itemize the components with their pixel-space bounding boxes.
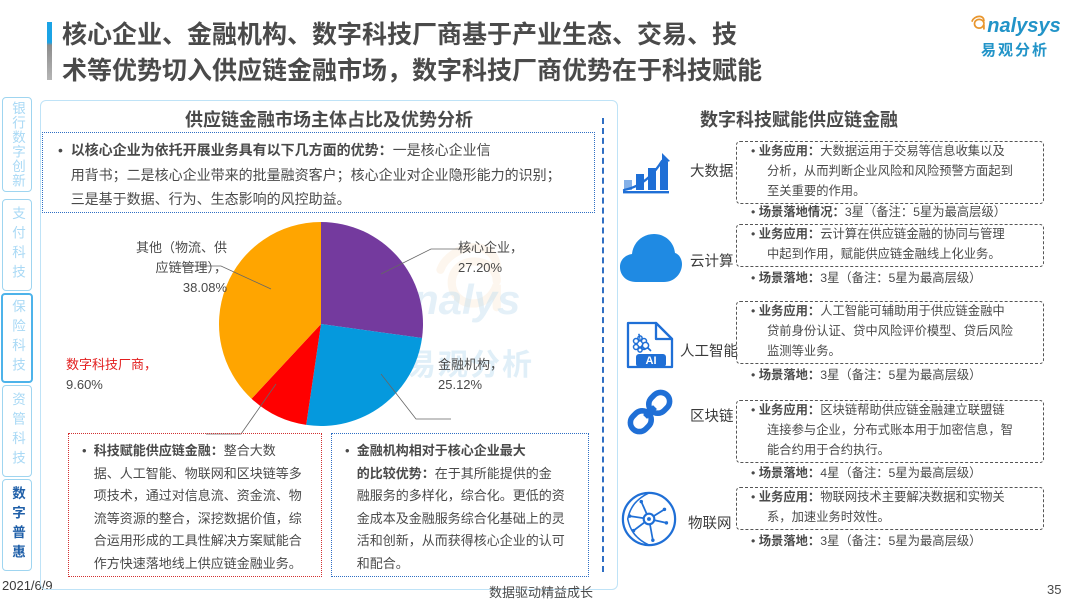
svg-text:AI: AI (646, 355, 657, 367)
